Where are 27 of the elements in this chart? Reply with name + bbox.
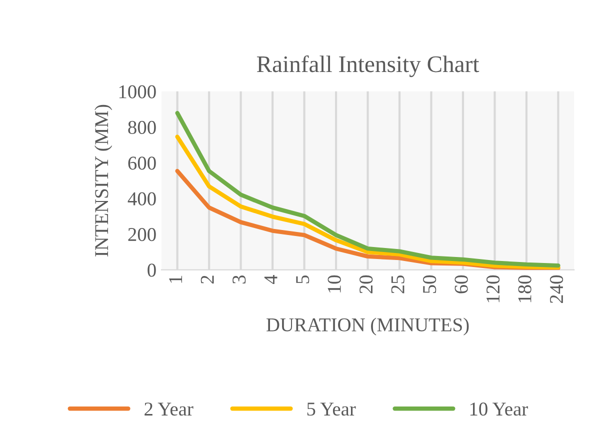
x-tick-label: 120 — [486, 275, 500, 302]
x-tick-label: 25 — [391, 275, 404, 294]
x-tick-label: 2 — [200, 276, 214, 284]
y-tick-label: 800 — [128, 120, 156, 134]
y-tick-label: 200 — [128, 228, 156, 242]
x-tick-label: 20 — [360, 275, 373, 294]
y-tick-label: 400 — [128, 192, 156, 206]
legend-label: 2 Year — [144, 402, 194, 416]
x-tick-label: 10 — [328, 275, 341, 292]
x-tick-label: 4 — [264, 274, 278, 284]
x-tick-label: 180 — [518, 275, 532, 302]
chart-title: Rainfall Intensity Chart — [256, 55, 480, 78]
x-tick-label: 5 — [296, 275, 310, 284]
y-axis-title: INTENSITY (MM) — [94, 104, 112, 257]
x-tick-label: 1 — [169, 276, 182, 283]
line-series — [175, 134, 560, 270]
legend-label: 10 Year — [470, 402, 528, 416]
x-axis-title: DURATION (MINUTES) — [266, 318, 469, 336]
line-series — [175, 110, 560, 268]
x-tick-label: 3 — [232, 275, 246, 284]
x-tick-label: 50 — [422, 275, 436, 294]
y-tick-label: 1000 — [119, 85, 156, 98]
y-tick-label: 0 — [148, 264, 156, 277]
legend-label: 5 Year — [307, 402, 356, 416]
x-tick-label: 60 — [454, 275, 468, 294]
x-tick-label: 240 — [550, 275, 564, 304]
y-tick-label: 600 — [128, 156, 156, 170]
